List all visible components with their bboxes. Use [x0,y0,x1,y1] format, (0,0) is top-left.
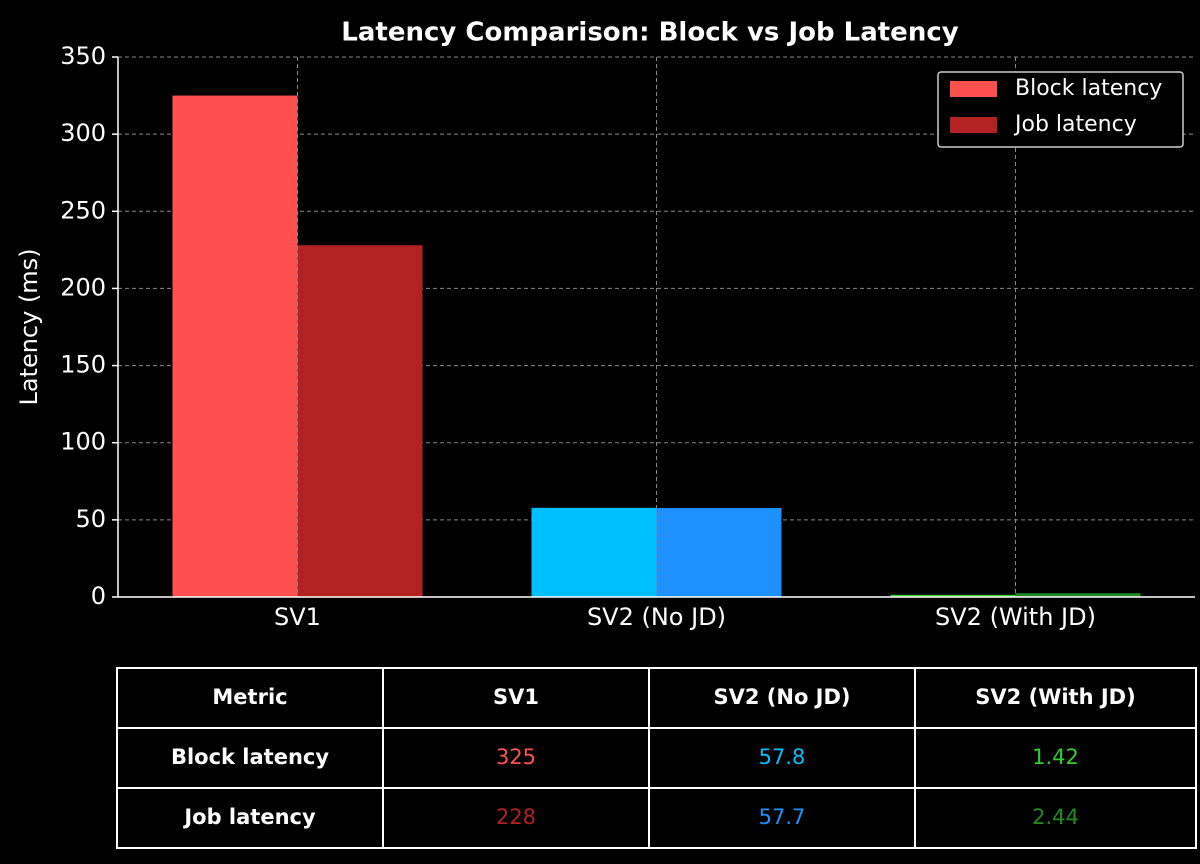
table-header: SV1 [493,685,539,709]
table-cell: 2.44 [1032,805,1079,829]
table-cell: 57.8 [759,745,806,769]
y-tick-label: 50 [75,505,106,533]
table-header: SV2 (No JD) [713,685,850,709]
table-cell: 228 [496,805,536,829]
y-tick-label: 0 [91,582,106,610]
legend-swatch [950,117,997,133]
y-axis-label: Latency (ms) [15,248,43,405]
x-tick-label: SV2 (No JD) [587,603,726,631]
x-tick-label: SV2 (With JD) [935,603,1096,631]
table-border [116,667,1197,849]
bar [1015,593,1141,597]
y-tick-label: 150 [60,351,106,379]
legend-label: Job latency [1013,112,1137,137]
legend-box [937,71,1184,148]
bar [531,507,657,597]
y-tick-label: 200 [60,273,106,301]
bar [297,245,423,597]
table-header: SV2 (With JD) [975,685,1135,709]
x-tick-label: SV1 [274,603,321,631]
legend-swatch [950,81,997,97]
table-header: Metric [212,685,287,709]
table-row-label: Job latency [182,805,316,829]
y-tick-label: 300 [60,119,106,147]
legend-label: Block latency [1015,76,1162,101]
y-tick-label: 250 [60,196,106,224]
table-row-label: Block latency [171,745,329,769]
bar [172,95,298,598]
table-cell: 57.7 [759,805,806,829]
bar [890,594,1016,597]
bar [656,507,782,597]
table-cell: 325 [496,745,536,769]
chart-title: Latency Comparison: Block vs Job Latency [341,18,958,48]
y-tick-label: 350 [60,42,106,70]
y-tick-label: 100 [60,428,106,456]
table-cell: 1.42 [1032,745,1079,769]
